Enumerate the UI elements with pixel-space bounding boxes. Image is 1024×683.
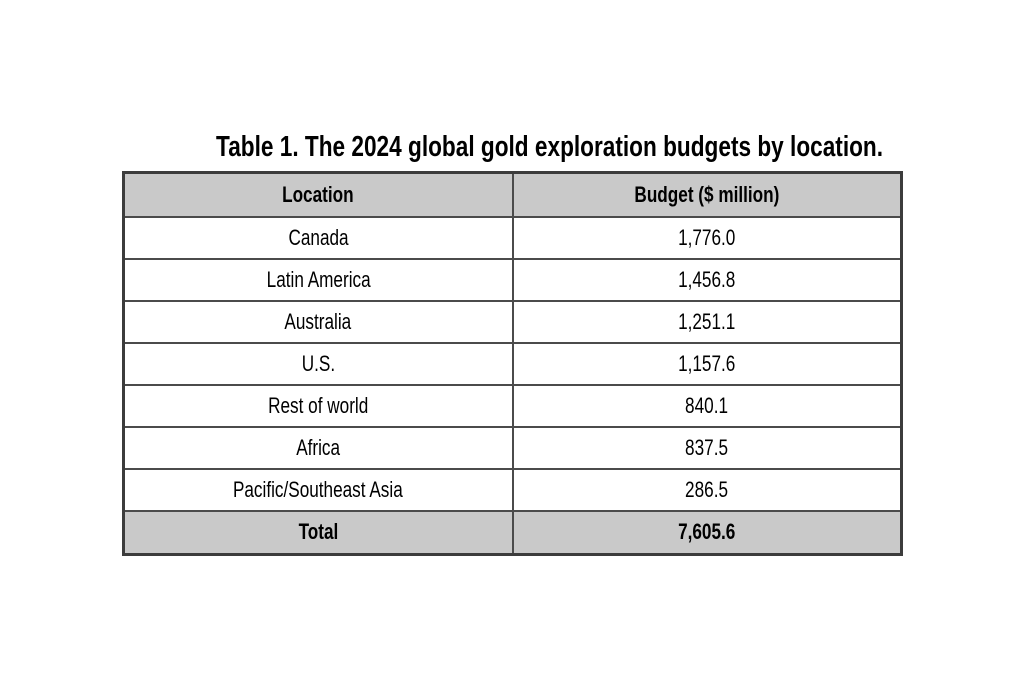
location-value: Canada — [288, 224, 349, 250]
table-title-text: Table 1. The 2024 global gold exploratio… — [216, 131, 884, 163]
total-value-cell: 7,605.6 — [511, 509, 903, 556]
budget-cell: 837.5 — [511, 425, 903, 470]
location-value: Australia — [284, 308, 352, 334]
table-row: Rest of world 840.1 — [122, 383, 903, 428]
table-row: Latin America 1,456.8 — [122, 257, 903, 302]
location-cell: Pacific/Southeast Asia — [122, 467, 514, 512]
column-header-budget-label: Budget ($ million) — [634, 181, 780, 207]
location-cell: Australia — [122, 299, 514, 344]
total-label-cell: Total — [122, 509, 514, 556]
budget-cell: 1,776.0 — [511, 215, 903, 260]
budget-value: 286.5 — [685, 476, 729, 502]
location-cell: Rest of world — [122, 383, 514, 428]
location-value: Pacific/Southeast Asia — [233, 476, 404, 502]
column-header-location-label: Location — [282, 181, 354, 207]
column-header-budget: Budget ($ million) — [511, 171, 903, 218]
budget-cell: 840.1 — [511, 383, 903, 428]
header-row: Location Budget ($ million) — [122, 171, 903, 218]
column-header-location: Location — [122, 171, 514, 218]
budget-value: 1,251.1 — [678, 308, 736, 334]
table-row: U.S. 1,157.6 — [122, 341, 903, 386]
total-label: Total — [298, 519, 339, 545]
location-cell: U.S. — [122, 341, 514, 386]
location-cell: Canada — [122, 215, 514, 260]
budget-cell: 1,157.6 — [511, 341, 903, 386]
budget-value: 837.5 — [685, 434, 729, 460]
budget-value: 840.1 — [685, 392, 729, 418]
location-cell: Africa — [122, 425, 514, 470]
location-value: Rest of world — [268, 392, 369, 418]
table-row: Australia 1,251.1 — [122, 299, 903, 344]
table-block: Table 1. The 2024 global gold exploratio… — [122, 130, 903, 556]
table-row: Canada 1,776.0 — [122, 215, 903, 260]
table-title: Table 1. The 2024 global gold exploratio… — [122, 130, 903, 164]
table-row: Pacific/Southeast Asia 286.5 — [122, 467, 903, 512]
budget-cell: 1,456.8 — [511, 257, 903, 302]
location-value: U.S. — [301, 350, 335, 376]
total-row: Total 7,605.6 — [122, 509, 903, 556]
location-value: Latin America — [266, 266, 371, 292]
budget-value: 1,157.6 — [678, 350, 736, 376]
budget-table: Location Budget ($ million) Canada 1,776… — [122, 171, 903, 556]
budget-cell: 286.5 — [511, 467, 903, 512]
location-value: Africa — [296, 434, 341, 460]
budget-cell: 1,251.1 — [511, 299, 903, 344]
budget-value: 1,456.8 — [678, 266, 736, 292]
location-cell: Latin America — [122, 257, 514, 302]
total-value: 7,605.6 — [678, 519, 736, 545]
table-row: Africa 837.5 — [122, 425, 903, 470]
budget-value: 1,776.0 — [678, 224, 736, 250]
